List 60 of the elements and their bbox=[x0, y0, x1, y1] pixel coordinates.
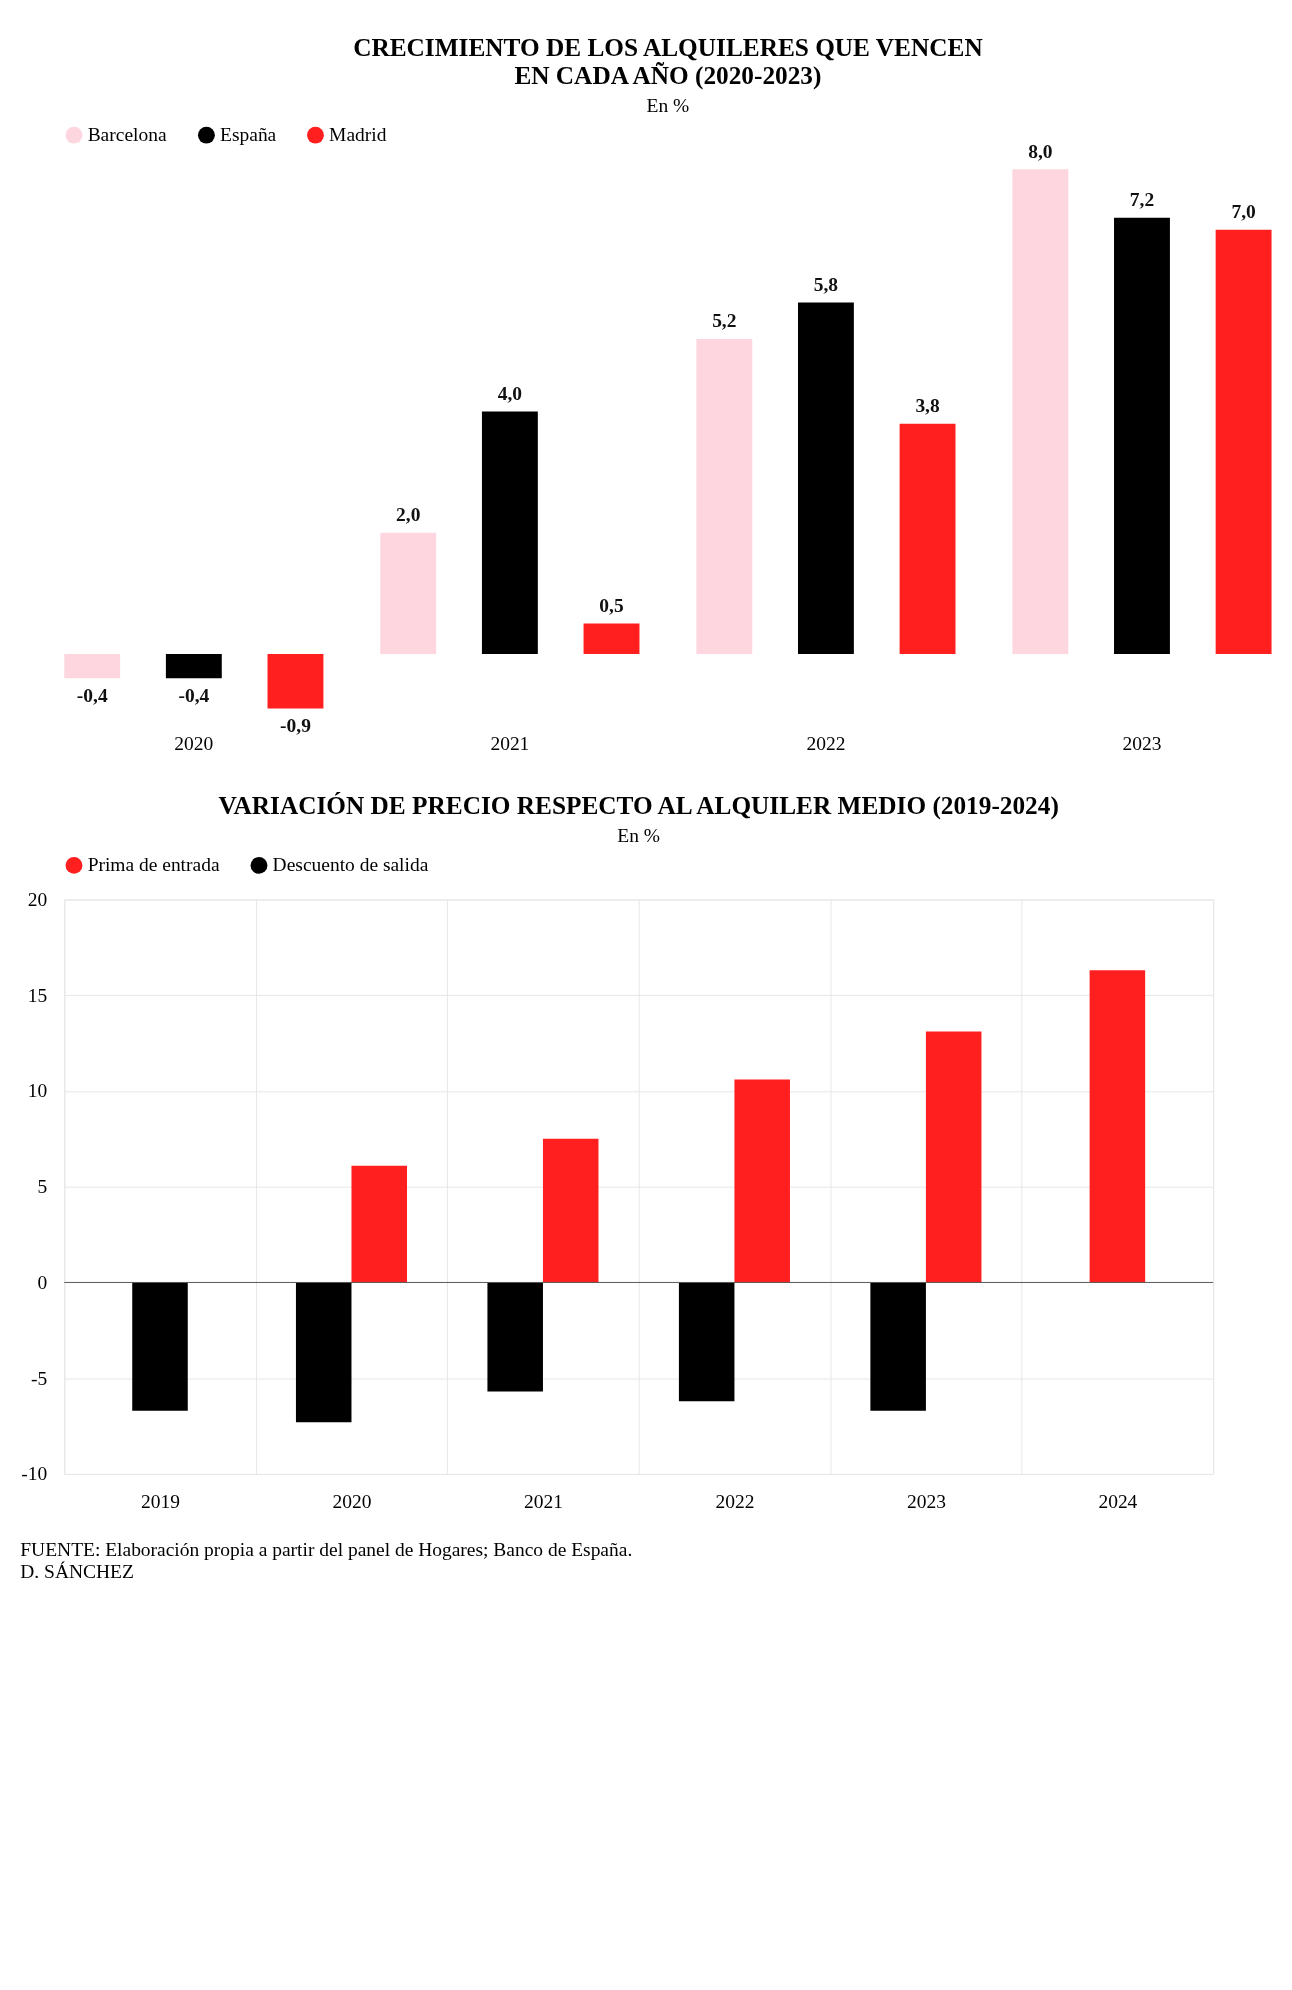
bar bbox=[165, 653, 222, 679]
y-tick-label: -10 bbox=[21, 1463, 48, 1485]
x-tick-label: 2022 bbox=[806, 733, 846, 755]
data-label: 7,2 bbox=[1129, 189, 1155, 211]
data-label: -0,9 bbox=[280, 714, 312, 736]
y-tick-label: 20 bbox=[27, 888, 48, 910]
y-tick-label: 5 bbox=[37, 1176, 48, 1198]
bar bbox=[64, 653, 121, 679]
bar bbox=[696, 338, 753, 654]
bar bbox=[267, 653, 324, 709]
chart-title: CRECIMIENTO DE LOS ALQUILERES QUE VENCEN EN CADA AÑO (2020-2023) bbox=[353, 33, 983, 90]
text: D. SÁNCHEZ bbox=[20, 1560, 134, 1582]
y-tick-label: 15 bbox=[27, 984, 48, 1006]
bar bbox=[487, 1282, 543, 1392]
bar bbox=[351, 1165, 408, 1283]
bar bbox=[295, 1282, 352, 1423]
data-label: 0,5 bbox=[599, 594, 624, 616]
bar bbox=[678, 1282, 735, 1402]
bar bbox=[899, 423, 956, 654]
chart-title: VARIACIÓN DE PRECIO RESPECTO AL ALQUILER MEDIO (2019-2024) bbox=[218, 790, 1059, 820]
data-label: -0,4 bbox=[178, 684, 210, 706]
x-tick-label: 2023 bbox=[1122, 733, 1162, 755]
bar bbox=[925, 1031, 982, 1283]
bar bbox=[1012, 169, 1069, 654]
x-tick-label: 2021 bbox=[490, 733, 530, 755]
x-tick-label: 2020 bbox=[174, 733, 214, 755]
bar bbox=[797, 302, 854, 654]
legend-label: Prima de entrada bbox=[87, 854, 220, 876]
x-tick-label: 2021 bbox=[523, 1490, 563, 1512]
bar bbox=[1215, 229, 1272, 654]
data-label: 7,0 bbox=[1231, 201, 1256, 223]
data-label: 3,8 bbox=[915, 395, 940, 417]
chart-subtitle: En % bbox=[646, 94, 690, 116]
x-tick-label: 2020 bbox=[332, 1490, 372, 1512]
x-tick-label: 2022 bbox=[715, 1490, 755, 1512]
x-tick-label: 2023 bbox=[906, 1490, 946, 1512]
source-note: FUENTE: Elaboración propia a partir del panel de Hogares; Banco de España. bbox=[20, 1539, 633, 1561]
data-label: 5,2 bbox=[712, 310, 737, 332]
x-tick-label: 2024 bbox=[1098, 1490, 1138, 1512]
legend-label: Barcelona bbox=[87, 124, 167, 146]
y-tick-label: 0 bbox=[37, 1271, 48, 1293]
data-label: 5,8 bbox=[813, 273, 839, 295]
data-label: -0,4 bbox=[76, 684, 108, 706]
bar bbox=[542, 1138, 599, 1283]
data-label: 4,0 bbox=[497, 382, 523, 404]
bar bbox=[734, 1079, 790, 1283]
y-tick-label: 10 bbox=[27, 1080, 48, 1102]
legend-label: Madrid bbox=[329, 124, 387, 146]
bar bbox=[1114, 217, 1170, 654]
bar bbox=[870, 1282, 926, 1411]
bar bbox=[583, 623, 640, 654]
data-label: 8,0 bbox=[1028, 140, 1053, 162]
chart-subtitle: En % bbox=[617, 825, 661, 847]
bar bbox=[481, 411, 538, 654]
bar bbox=[380, 532, 437, 654]
y-tick-label: -5 bbox=[31, 1367, 48, 1389]
legend-label: España bbox=[220, 124, 277, 146]
legend-label: Descuento de salida bbox=[272, 854, 429, 876]
x-tick-label: 2019 bbox=[141, 1490, 180, 1512]
data-label: 2,0 bbox=[396, 504, 421, 526]
